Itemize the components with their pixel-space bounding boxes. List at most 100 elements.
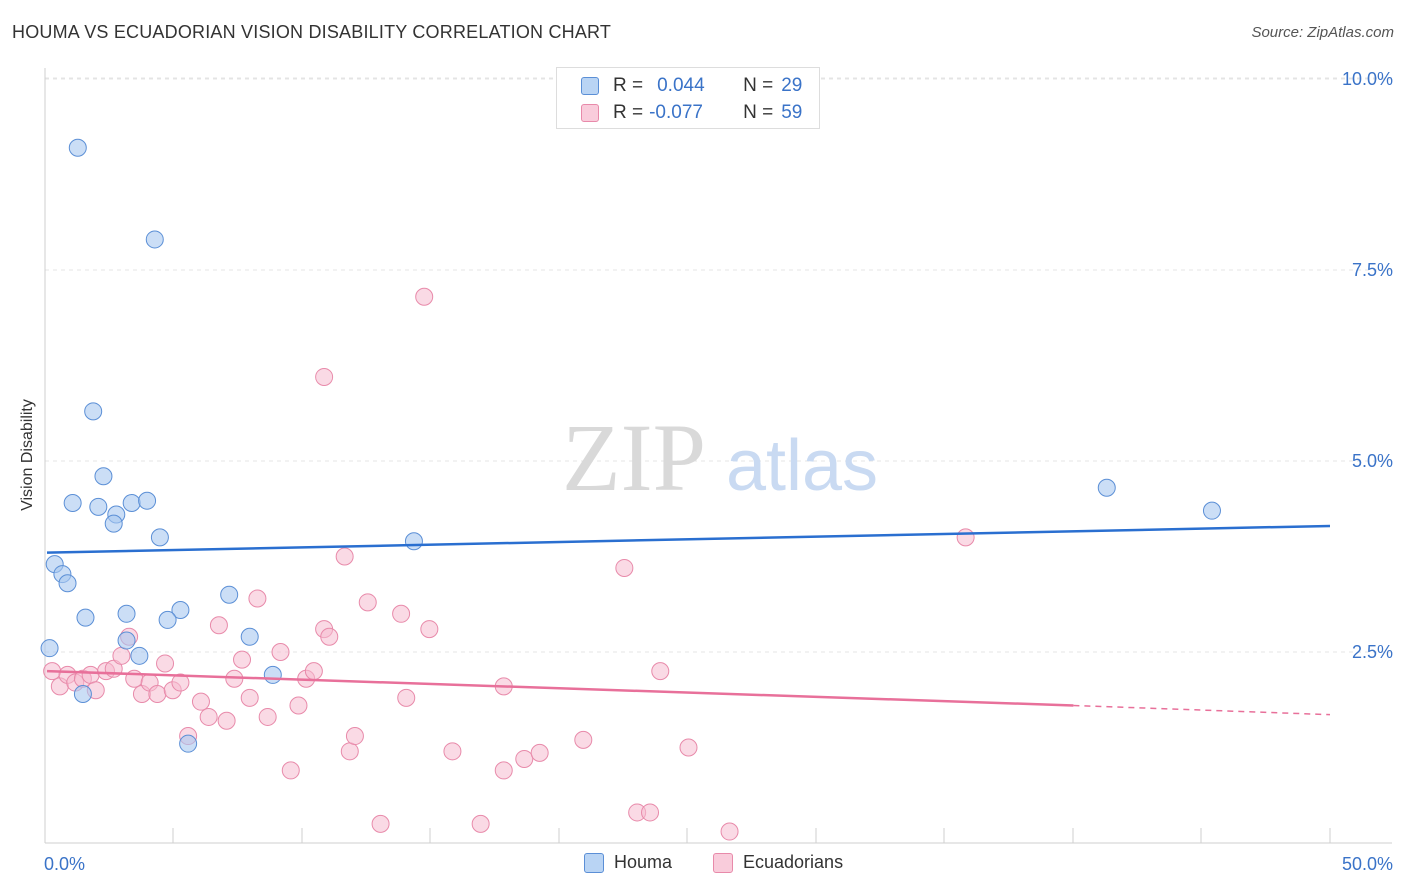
ecu-n-label: N = [743, 102, 774, 123]
ecuadorians-point [651, 662, 670, 681]
ecuadorians-point [720, 822, 739, 841]
ecuadorians-point [420, 620, 439, 639]
ecuadorians-point [530, 743, 549, 762]
ecuadorians-point [289, 696, 308, 715]
houma-point [171, 600, 190, 619]
ecuadorians-point [148, 685, 167, 704]
ecuadorians-point [443, 742, 462, 761]
ecuadorians-point [345, 727, 364, 746]
ecuadorians-point [371, 814, 390, 833]
ecuadorians-point [233, 650, 252, 669]
houma-point [263, 665, 282, 684]
watermark-atlas: atlas [726, 426, 878, 506]
x-tick-label-max: 50.0% [1342, 854, 1393, 874]
ecuadorians-point [240, 688, 259, 707]
ecuadorians-point [320, 627, 339, 646]
ecuadorians-point [258, 707, 277, 726]
ecuadorians-point [209, 616, 228, 635]
legend-row-houma: R = 0.044 N = 29 [581, 74, 802, 98]
houma-r-value: 0.044 [657, 75, 705, 96]
ecuadorians-point [304, 662, 323, 681]
houma-point [104, 514, 123, 533]
ecu-r-value: -0.077 [649, 102, 703, 123]
ecuadorians-point [271, 643, 290, 661]
ecuadorians-point [415, 287, 434, 306]
houma-point [40, 639, 59, 658]
ecuadorians-point [392, 604, 411, 623]
y-tick-label-0: 2.5% [1352, 642, 1393, 662]
source-label: Source: ZipAtlas.com [1251, 24, 1394, 41]
houma-point [150, 528, 169, 547]
houma-point [1202, 501, 1221, 520]
legend-item-houma: Houma [584, 852, 672, 873]
ecuadorians-point [156, 654, 175, 673]
houma-n-label: N = [743, 75, 774, 96]
ecuadorians-point [679, 738, 698, 757]
houma-point [63, 494, 82, 513]
ecuadorians-trend-extension [1073, 704, 1331, 716]
houma-point [58, 574, 77, 593]
houma-point [1097, 478, 1116, 497]
ecuadorians-point [494, 761, 513, 780]
ecuadorians-legend-swatch [713, 852, 733, 873]
houma-point [68, 138, 87, 157]
y-tick-label-2: 7.5% [1352, 260, 1393, 280]
houma-point [138, 491, 157, 510]
y-tick-label-3: 10.0% [1342, 69, 1393, 89]
legend-item-ecuadorians: Ecuadorians [713, 852, 843, 873]
houma-point [117, 604, 136, 623]
ecuadorians-points [43, 287, 975, 841]
houma-point [76, 608, 95, 627]
houma-point [94, 467, 113, 486]
houma-legend-swatch [584, 852, 604, 873]
watermark-zip: ZIP [562, 404, 706, 511]
ecuadorians-trend-line [46, 669, 1074, 707]
series-legend: Houma Ecuadorians [0, 852, 1406, 878]
ecuadorians-point [112, 646, 131, 665]
ecu-r-label: R = [613, 102, 644, 123]
houma-point [89, 497, 108, 516]
houma-points [40, 138, 1221, 753]
tick-labels: 2.5% 5.0% 7.5% 10.0% 0.0% 50.0% [44, 69, 1393, 874]
ecuadorians-point [335, 547, 354, 566]
houma-point [122, 494, 141, 513]
watermark: ZIP atlas [562, 404, 878, 511]
ecuadorians-point [199, 707, 218, 726]
trend-lines [46, 524, 1331, 716]
houma-swatch [581, 77, 599, 95]
ecuadorians-point [515, 749, 534, 768]
ecuadorians-point [615, 558, 634, 577]
ecuadorians-point [358, 593, 377, 612]
ecuadorians-point [248, 589, 267, 608]
ecuadorians-point [171, 673, 190, 692]
ecuadorians-point [191, 692, 210, 711]
houma-n-value: 29 [781, 75, 803, 96]
houma-point [73, 685, 92, 704]
ecuadorians-point [281, 761, 300, 780]
houma-point [130, 646, 149, 665]
ecuadorians-point [217, 711, 236, 730]
correlation-legend: R = 0.044 N = 29 R = -0.077 N = 59 [556, 67, 820, 129]
ecuadorians-point [315, 367, 334, 386]
ecuadorians-swatch [581, 104, 599, 122]
houma-point [179, 734, 198, 753]
ecuadorians-point [574, 730, 593, 749]
houma-point [84, 402, 103, 421]
houma-point [220, 585, 239, 604]
ecuadorians-point [471, 814, 490, 833]
houma-point [145, 230, 164, 249]
houma-point [117, 631, 136, 650]
chart-title: HOUMA VS ECUADORIAN VISION DISABILITY CO… [12, 22, 612, 42]
x-tick-label-min: 0.0% [44, 854, 85, 874]
ecuadorians-legend-label: Ecuadorians [743, 852, 844, 872]
houma-trend-line [46, 524, 1331, 554]
ecuadorians-point [81, 665, 100, 684]
houma-point [404, 532, 423, 551]
houma-legend-label: Houma [614, 852, 673, 872]
houma-point [158, 610, 177, 629]
houma-point [240, 627, 259, 646]
ecuadorians-point [397, 688, 416, 707]
ecuadorians-point [340, 742, 359, 761]
ecu-n-value: 59 [781, 102, 803, 123]
